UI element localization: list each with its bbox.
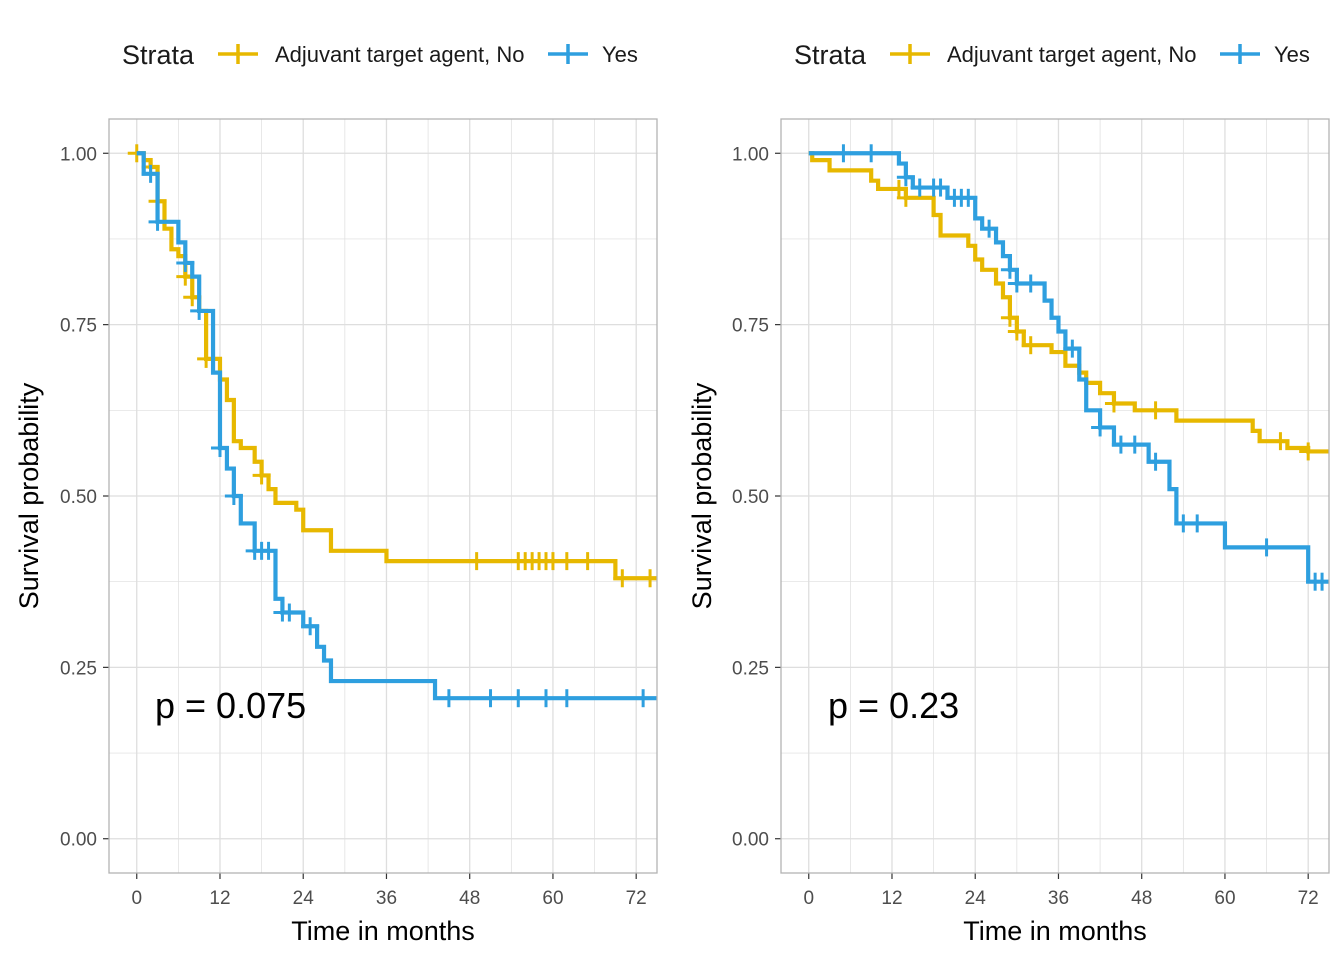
legend-key-yes (1220, 44, 1260, 64)
panel-border (108, 118, 658, 874)
series-layer (127, 144, 657, 708)
x-tick-label: 24 (293, 888, 315, 909)
censor-mark (1063, 339, 1082, 358)
x-tick-label: 0 (803, 888, 814, 909)
censor-mark (557, 689, 576, 708)
censor-mark (1021, 336, 1040, 355)
censor-mark (834, 144, 853, 163)
censor-mark (896, 188, 915, 207)
legend-left: Strata Adjuvant target agent, No Yes (122, 40, 638, 70)
x-tick-label: 12 (209, 888, 230, 909)
censor-mark (578, 552, 597, 571)
censor-mark (1146, 401, 1165, 420)
censor-mark (537, 689, 556, 708)
censor-mark (190, 301, 209, 320)
legend-label-no: Adjuvant target agent, No (275, 42, 525, 67)
censor-mark (931, 178, 950, 197)
panel-border (780, 118, 1330, 874)
censor-mark (148, 212, 167, 231)
y-axis-title: Survival probability (14, 382, 44, 609)
x-tick-label: 24 (965, 888, 987, 909)
censor-mark (980, 219, 999, 238)
x-axis-title: Time in months (963, 916, 1147, 946)
censor-mark (224, 487, 243, 505)
legend-title: Strata (794, 40, 867, 70)
legend-right: Strata Adjuvant target agent, No Yes (794, 40, 1310, 70)
censor-mark (1257, 538, 1276, 557)
censor-mark (467, 552, 486, 571)
censor-mark (1000, 308, 1019, 327)
censor-mark (1104, 394, 1123, 413)
legend-key-yes (548, 44, 588, 64)
survival-curve-yes (808, 151, 1329, 584)
x-tick-label: 36 (376, 888, 397, 909)
censor-mark (509, 689, 528, 708)
censor-mark (1021, 274, 1040, 293)
x-tick-label: 60 (542, 888, 563, 909)
censor-mark (141, 164, 160, 183)
y-tick-label: 0.00 (60, 830, 97, 851)
p-value-label: p = 0.075 (155, 685, 306, 726)
censor-mark (1188, 514, 1207, 533)
censor-mark (176, 253, 195, 272)
censor-mark (862, 144, 881, 163)
censor-mark (1146, 452, 1165, 471)
censor-mark (1007, 322, 1026, 341)
p-value-label: p = 0.23 (828, 685, 959, 726)
y-tick-label: 0.25 (60, 658, 97, 679)
censor-mark (439, 689, 458, 708)
censor-mark (1271, 432, 1290, 451)
survival-curve-no (136, 151, 657, 581)
censor-mark (959, 188, 978, 207)
censor-mark (896, 168, 915, 187)
survival-curve-yes (136, 151, 657, 701)
legend-label-yes: Yes (1274, 42, 1310, 67)
x-tick-label: 36 (1048, 888, 1069, 909)
censor-mark (252, 466, 271, 485)
y-tick-label: 0.50 (732, 487, 769, 508)
x-tick-label: 72 (626, 888, 647, 909)
censor-mark (557, 552, 576, 571)
censor-mark (613, 569, 632, 588)
km-panel-left: 0 12 24 36 48 60 72 0.00 0.25 0.50 0.75 1.00 p = 0.0… (14, 118, 658, 946)
series-layer (808, 144, 1329, 591)
km-panel-right: 0 12 24 36 48 60 72 0.00 0.25 0.50 0.75 1.00 p = 0.2… (687, 118, 1330, 946)
x-tick-label: 72 (1298, 888, 1319, 909)
censor-mark (481, 689, 500, 708)
legend-title: Strata (122, 40, 195, 70)
x-axis-title: Time in months (291, 916, 475, 946)
legend-label-no: Adjuvant target agent, No (947, 42, 1197, 67)
censor-mark (1091, 418, 1110, 437)
y-tick-label: 0.75 (60, 316, 97, 337)
censor-mark (641, 569, 657, 588)
censor-mark (280, 603, 299, 622)
legend-label-yes: Yes (602, 42, 638, 67)
censor-mark (210, 439, 229, 458)
censor-mark (1299, 442, 1318, 461)
censor-mark (1313, 572, 1329, 591)
x-tick-label: 12 (881, 888, 902, 909)
legend-key-no (218, 44, 258, 64)
censor-mark (301, 617, 320, 636)
x-tick-label: 60 (1214, 888, 1235, 909)
censor-mark (259, 541, 278, 560)
x-tick-label: 48 (459, 888, 480, 909)
y-tick-label: 0.50 (60, 487, 97, 508)
y-tick-label: 0.75 (732, 316, 769, 337)
y-tick-label: 1.00 (60, 144, 97, 165)
x-tick-label: 0 (131, 888, 142, 909)
censor-mark (1000, 260, 1019, 279)
legend-key-no (890, 44, 930, 64)
y-axis-title: Survival probability (687, 382, 717, 609)
y-tick-label: 1.00 (732, 144, 769, 165)
censor-mark (634, 689, 653, 708)
y-tick-label: 0.00 (732, 830, 769, 851)
x-tick-label: 48 (1131, 888, 1152, 909)
censor-mark (1125, 435, 1144, 454)
y-tick-label: 0.25 (732, 658, 769, 679)
